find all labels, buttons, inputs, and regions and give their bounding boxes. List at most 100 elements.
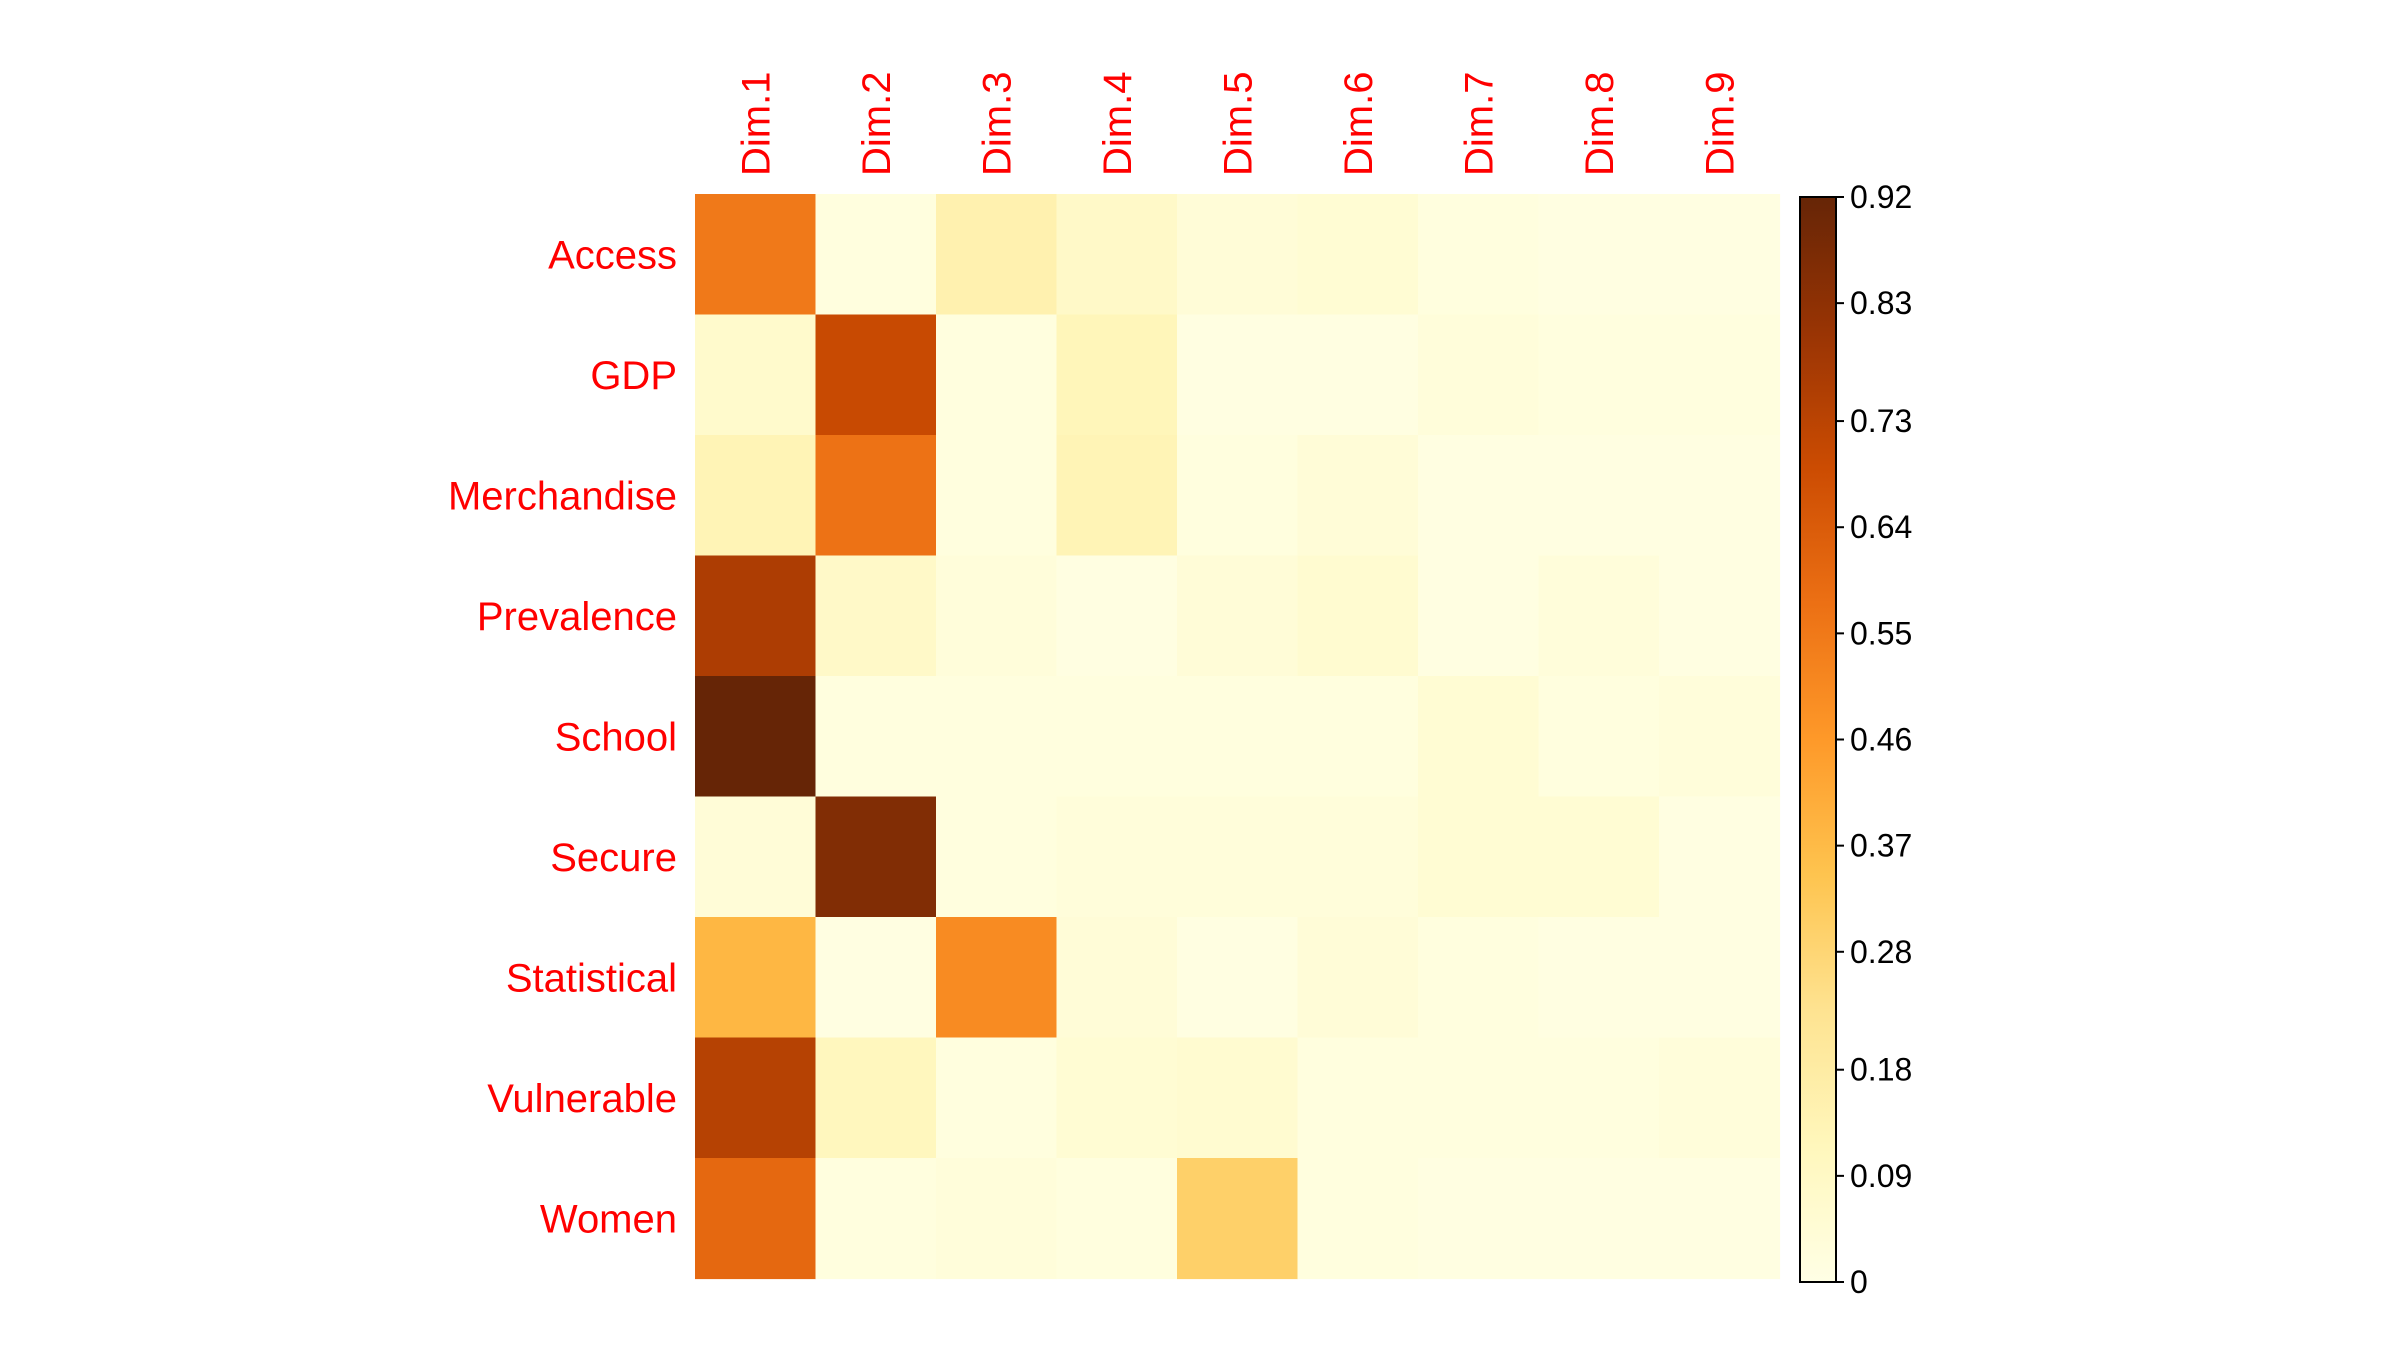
- heatmap-cell-prevalence-dim-9: [1659, 555, 1781, 677]
- heatmap-cell-secure-dim-8: [1538, 796, 1660, 918]
- heatmap-cell-merchandise-dim-3: [936, 435, 1058, 557]
- heatmap-cell-prevalence-dim-3: [936, 555, 1058, 677]
- heatmap-cell-women-dim-2: [815, 1158, 937, 1280]
- colorbar-gradient: [1799, 196, 1837, 1283]
- column-label-dim-9: Dim.9: [1698, 72, 1742, 176]
- heatmap-cell-access-dim-5: [1177, 194, 1299, 316]
- column-label-dim-7: Dim.7: [1457, 72, 1501, 176]
- heatmap-cell-prevalence-dim-1: [695, 555, 817, 677]
- heatmap-cell-women-dim-7: [1418, 1158, 1540, 1280]
- heatmap-cell-secure-dim-7: [1418, 796, 1540, 918]
- heatmap-cell-women-dim-4: [1056, 1158, 1178, 1280]
- colorbar-tick-label: 0.18: [1850, 1052, 1912, 1088]
- heatmap-cell-statistical-dim-6: [1297, 917, 1419, 1039]
- heatmap-cell-vulnerable-dim-3: [936, 1037, 1058, 1159]
- row-label-merchandise: Merchandise: [448, 474, 677, 518]
- heatmap-cell-statistical-dim-9: [1659, 917, 1781, 1039]
- heatmap-cell-merchandise-dim-8: [1538, 435, 1660, 557]
- row-label-women: Women: [540, 1197, 677, 1241]
- row-label-secure: Secure: [550, 836, 677, 880]
- heatmap-cell-school-dim-4: [1056, 676, 1178, 798]
- heatmap-cell-merchandise-dim-2: [815, 435, 937, 557]
- heatmap-cell-school-dim-5: [1177, 676, 1299, 798]
- heatmap-cell-prevalence-dim-7: [1418, 555, 1540, 677]
- heatmap-cell-access-dim-6: [1297, 194, 1419, 316]
- heatmap-cell-secure-dim-9: [1659, 796, 1781, 918]
- heatmap-cell-gdp-dim-7: [1418, 314, 1540, 436]
- heatmap-cell-prevalence-dim-2: [815, 555, 937, 677]
- column-label-dim-5: Dim.5: [1216, 72, 1260, 176]
- heatmap-cell-access-dim-9: [1659, 194, 1781, 316]
- heatmap-cell-school-dim-9: [1659, 676, 1781, 798]
- heatmap-cell-secure-dim-1: [695, 796, 817, 918]
- heatmap-cell-statistical-dim-5: [1177, 917, 1299, 1039]
- heatmap-cell-vulnerable-dim-8: [1538, 1037, 1660, 1159]
- heatmap-cell-women-dim-9: [1659, 1158, 1781, 1280]
- heatmap-cell-secure-dim-2: [815, 796, 937, 918]
- heatmap-cell-access-dim-7: [1418, 194, 1540, 316]
- heatmap-cell-statistical-dim-8: [1538, 917, 1660, 1039]
- heatmap-cell-gdp-dim-9: [1659, 314, 1781, 436]
- row-label-school: School: [555, 715, 677, 759]
- colorbar-tick-label: 0.09: [1850, 1158, 1912, 1194]
- heatmap-cell-school-dim-2: [815, 676, 937, 798]
- heatmap-cell-access-dim-4: [1056, 194, 1178, 316]
- row-label-prevalence: Prevalence: [477, 595, 677, 639]
- row-label-access: Access: [548, 233, 677, 277]
- colorbar-tick-label: 0.37: [1850, 828, 1912, 864]
- heatmap-cell-merchandise-dim-7: [1418, 435, 1540, 557]
- heatmap-cell-women-dim-1: [695, 1158, 817, 1280]
- colorbar-tick-label: 0: [1850, 1264, 1868, 1300]
- heatmap-cell-vulnerable-dim-5: [1177, 1037, 1299, 1159]
- heatmap-cell-prevalence-dim-4: [1056, 555, 1178, 677]
- heatmap-cell-vulnerable-dim-2: [815, 1037, 937, 1159]
- heatmap-cell-school-dim-1: [695, 676, 817, 798]
- heatmap-cell-statistical-dim-7: [1418, 917, 1540, 1039]
- heatmap-cell-secure-dim-4: [1056, 796, 1178, 918]
- heatmap-cell-access-dim-2: [815, 194, 937, 316]
- heatmap-cell-prevalence-dim-5: [1177, 555, 1299, 677]
- heatmap-cell-secure-dim-3: [936, 796, 1058, 918]
- colorbar-tick-label: 0.64: [1850, 509, 1912, 545]
- heatmap-cell-statistical-dim-4: [1056, 917, 1178, 1039]
- heatmap-cell-women-dim-8: [1538, 1158, 1660, 1280]
- heatmap-cell-gdp-dim-6: [1297, 314, 1419, 436]
- heatmap-cell-school-dim-7: [1418, 676, 1540, 798]
- heatmap-cell-gdp-dim-8: [1538, 314, 1660, 436]
- heatmap-cell-merchandise-dim-5: [1177, 435, 1299, 557]
- heatmap-cell-access-dim-8: [1538, 194, 1660, 316]
- heatmap-cell-prevalence-dim-6: [1297, 555, 1419, 677]
- heatmap-cell-women-dim-5: [1177, 1158, 1299, 1280]
- heatmap-cell-gdp-dim-3: [936, 314, 1058, 436]
- heatmap-cell-gdp-dim-4: [1056, 314, 1178, 436]
- heatmap-cell-school-dim-3: [936, 676, 1058, 798]
- colorbar-tick-label: 0.46: [1850, 722, 1912, 758]
- column-label-dim-3: Dim.3: [975, 72, 1019, 176]
- heatmap-cell-statistical-dim-3: [936, 917, 1058, 1039]
- color-legend: 0.92 0.83 0.73 0.64 0.55 0.46 0.37 0.28 0.18 0.09…: [1799, 179, 1912, 1300]
- column-label-dim-1: Dim.1: [734, 72, 778, 176]
- row-label-gdp: GDP: [590, 354, 677, 398]
- column-labels: Dim.1 Dim.2 Dim.3 Dim.4 Dim.5 Dim.6 Dim.7 Dim.8…: [734, 72, 1742, 176]
- heatmap-cell-gdp-dim-5: [1177, 314, 1299, 436]
- heatmap-cell-access-dim-1: [695, 194, 817, 316]
- heatmap-cell-merchandise-dim-6: [1297, 435, 1419, 557]
- row-label-vulnerable: Vulnerable: [487, 1077, 677, 1121]
- column-label-dim-4: Dim.4: [1096, 72, 1140, 176]
- heatmap-cells: [695, 194, 1781, 1280]
- heatmap-cell-prevalence-dim-8: [1538, 555, 1660, 677]
- row-label-statistical: Statistical: [506, 956, 677, 1000]
- heatmap-cell-vulnerable-dim-9: [1659, 1037, 1781, 1159]
- heatmap-cell-secure-dim-5: [1177, 796, 1299, 918]
- heatmap-cell-school-dim-6: [1297, 676, 1419, 798]
- heatmap-cell-vulnerable-dim-7: [1418, 1037, 1540, 1159]
- heatmap-cell-vulnerable-dim-1: [695, 1037, 817, 1159]
- heatmap-cell-statistical-dim-2: [815, 917, 937, 1039]
- colorbar-tick-label: 0.73: [1850, 403, 1912, 439]
- heatmap-cell-merchandise-dim-9: [1659, 435, 1781, 557]
- column-label-dim-8: Dim.8: [1578, 72, 1622, 176]
- heatmap-cell-school-dim-8: [1538, 676, 1660, 798]
- heatmap-cell-women-dim-3: [936, 1158, 1058, 1280]
- colorbar-tick-label: 0.92: [1850, 179, 1912, 215]
